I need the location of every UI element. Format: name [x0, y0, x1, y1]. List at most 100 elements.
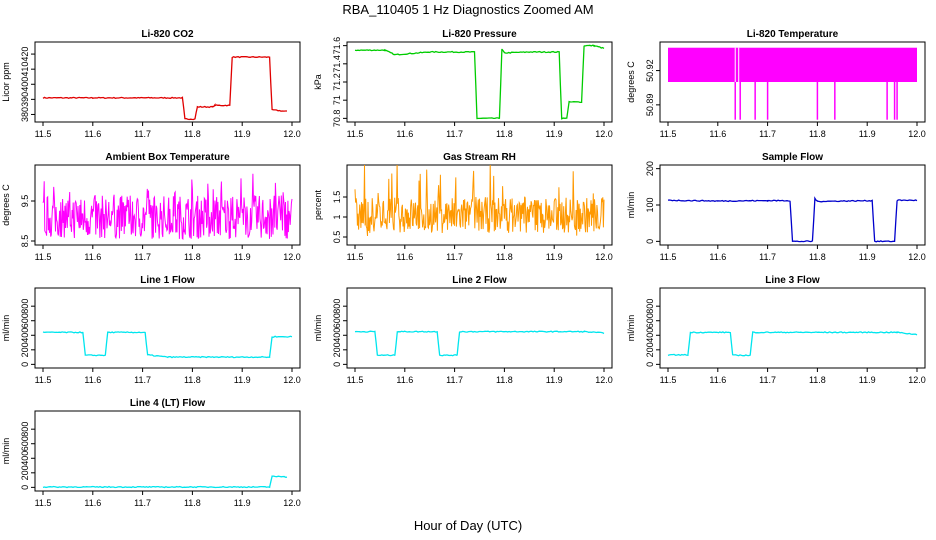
y-tick-label: 380 [20, 107, 30, 122]
y-tick-label: 0 [645, 239, 655, 244]
y-tick-label: 400 [332, 328, 342, 343]
x-tick-label: 12.0 [283, 252, 301, 262]
x-tick-label: 11.5 [347, 375, 364, 385]
plot-frame [34, 410, 301, 492]
y-tick-label: 400 [20, 328, 30, 343]
series-line [42, 331, 293, 359]
y-axis-label: degrees C [1, 184, 11, 226]
panel-title: Ambient Box Temperature [105, 152, 230, 163]
x-tick-label: 11.8 [809, 375, 826, 385]
plot-frame [659, 287, 926, 369]
panel-line-1-flow: Line 1 Flow ml/min 11.5 11.6 11.7 11.8 11.9 12.… [1, 275, 301, 385]
y-tick-label: 800 [20, 299, 30, 314]
y-tick-label: 0.5 [332, 231, 342, 244]
data-layer [668, 47, 917, 120]
series-line [42, 173, 293, 240]
series-band [668, 47, 917, 82]
x-tick-label: 11.6 [396, 129, 413, 139]
x-tick-label: 11.5 [35, 498, 52, 508]
x-tick-label: 11.9 [234, 129, 251, 139]
y-tick-label: 200 [645, 342, 655, 357]
x-axis-caption: Hour of Day (UTC) [413, 518, 523, 533]
x-tick-label: 11.5 [660, 252, 677, 262]
panel-li-820-temperature: Li-820 Temperature degrees C 11.5 11.6 11.7 1… [626, 29, 926, 139]
y-tick-label: 800 [332, 299, 342, 314]
plot-frame [34, 287, 301, 369]
y-tick-label: 800 [645, 299, 655, 314]
panel-title: Line 2 Flow [452, 275, 507, 286]
x-tick-label: 11.9 [546, 252, 563, 262]
x-tick-label: 11.9 [234, 375, 251, 385]
plot-frame [34, 164, 301, 246]
y-tick-label: 200 [20, 342, 30, 357]
x-tick-label: 11.5 [347, 252, 364, 262]
x-tick-label: 11.7 [759, 375, 776, 385]
y-tick-label: 71.2 [332, 73, 342, 91]
x-tick-label: 12.0 [908, 129, 926, 139]
y-tick-label: 600 [645, 313, 655, 328]
x-tick-label: 11.7 [759, 252, 776, 262]
y-tick-label: 800 [20, 422, 30, 437]
y-tick-label: 600 [20, 313, 30, 328]
y-tick-label: 50.89 [645, 94, 655, 117]
panel-title: Li-820 Temperature [747, 29, 839, 40]
x-tick-label: 11.8 [184, 252, 201, 262]
y-tick-label: 8.5 [20, 235, 30, 248]
panel-ambient-box-temperature: Ambient Box Temperature degrees C 11.5 11.6… [1, 152, 301, 262]
x-tick-label: 11.8 [809, 252, 826, 262]
y-axis-label: ml/min [626, 315, 636, 342]
y-axis-label: ml/min [1, 438, 11, 465]
x-tick-label: 11.8 [496, 375, 513, 385]
y-tick-label: 0 [20, 485, 30, 490]
x-tick-label: 11.9 [859, 375, 876, 385]
y-tick-label: 100 [645, 197, 655, 212]
y-tick-label: 400 [20, 77, 30, 92]
x-tick-label: 11.6 [84, 375, 101, 385]
x-tick-label: 11.8 [184, 498, 201, 508]
panel-title: Line 4 (LT) Flow [130, 398, 206, 409]
x-tick-label: 11.8 [184, 129, 201, 139]
x-tick-label: 11.6 [709, 375, 726, 385]
y-tick-label: 400 [645, 328, 655, 343]
x-tick-label: 11.5 [660, 129, 677, 139]
y-tick-label: 390 [20, 92, 30, 107]
y-tick-label: 200 [20, 465, 30, 480]
x-tick-label: 11.7 [134, 129, 151, 139]
y-tick-label: 600 [332, 313, 342, 328]
x-tick-label: 11.6 [84, 129, 101, 139]
y-axis-label: degrees C [626, 61, 636, 103]
y-tick-label: 0 [645, 362, 655, 367]
x-tick-label: 11.6 [709, 252, 726, 262]
x-tick-label: 11.7 [446, 252, 463, 262]
y-axis-label: Licor ppm [1, 62, 11, 102]
panel-li-820-co2: Li-820 CO2 Licor ppm 11.5 11.6 11.7 11.8 11.9 1… [1, 29, 301, 139]
data-layer [42, 331, 293, 359]
panel-title: Line 1 Flow [140, 275, 195, 286]
panel-line-3-flow: Line 3 Flow ml/min 11.5 11.6 11.7 11.8 11.9 12.… [626, 275, 926, 385]
panel-title: Line 3 Flow [765, 275, 820, 286]
x-tick-label: 11.5 [35, 129, 52, 139]
y-tick-label: 600 [20, 436, 30, 451]
x-tick-label: 11.5 [35, 252, 52, 262]
y-axis-label: percent [313, 189, 323, 220]
y-tick-label: 1.5 [332, 191, 342, 204]
data-layer [667, 331, 918, 357]
x-tick-label: 12.0 [283, 498, 301, 508]
data-layer [354, 330, 605, 357]
panel-line-2-flow: Line 2 Flow ml/min 11.5 11.6 11.7 11.8 11.9 12.… [313, 275, 613, 385]
y-tick-label: 200 [332, 342, 342, 357]
x-tick-label: 11.5 [347, 129, 364, 139]
series-line [667, 331, 918, 357]
y-tick-label: 420 [20, 47, 30, 62]
y-tick-label: 50.92 [645, 59, 655, 82]
panel-line-4-lt-flow: Line 4 (LT) Flow ml/min 11.5 11.6 11.7 11.8 11… [1, 398, 301, 508]
x-tick-label: 12.0 [595, 129, 613, 139]
data-layer [354, 44, 605, 120]
y-tick-label: 0 [332, 362, 342, 367]
x-tick-label: 11.9 [546, 129, 563, 139]
plot-frame [346, 41, 613, 123]
x-tick-label: 11.7 [134, 252, 151, 262]
x-tick-label: 11.7 [446, 129, 463, 139]
